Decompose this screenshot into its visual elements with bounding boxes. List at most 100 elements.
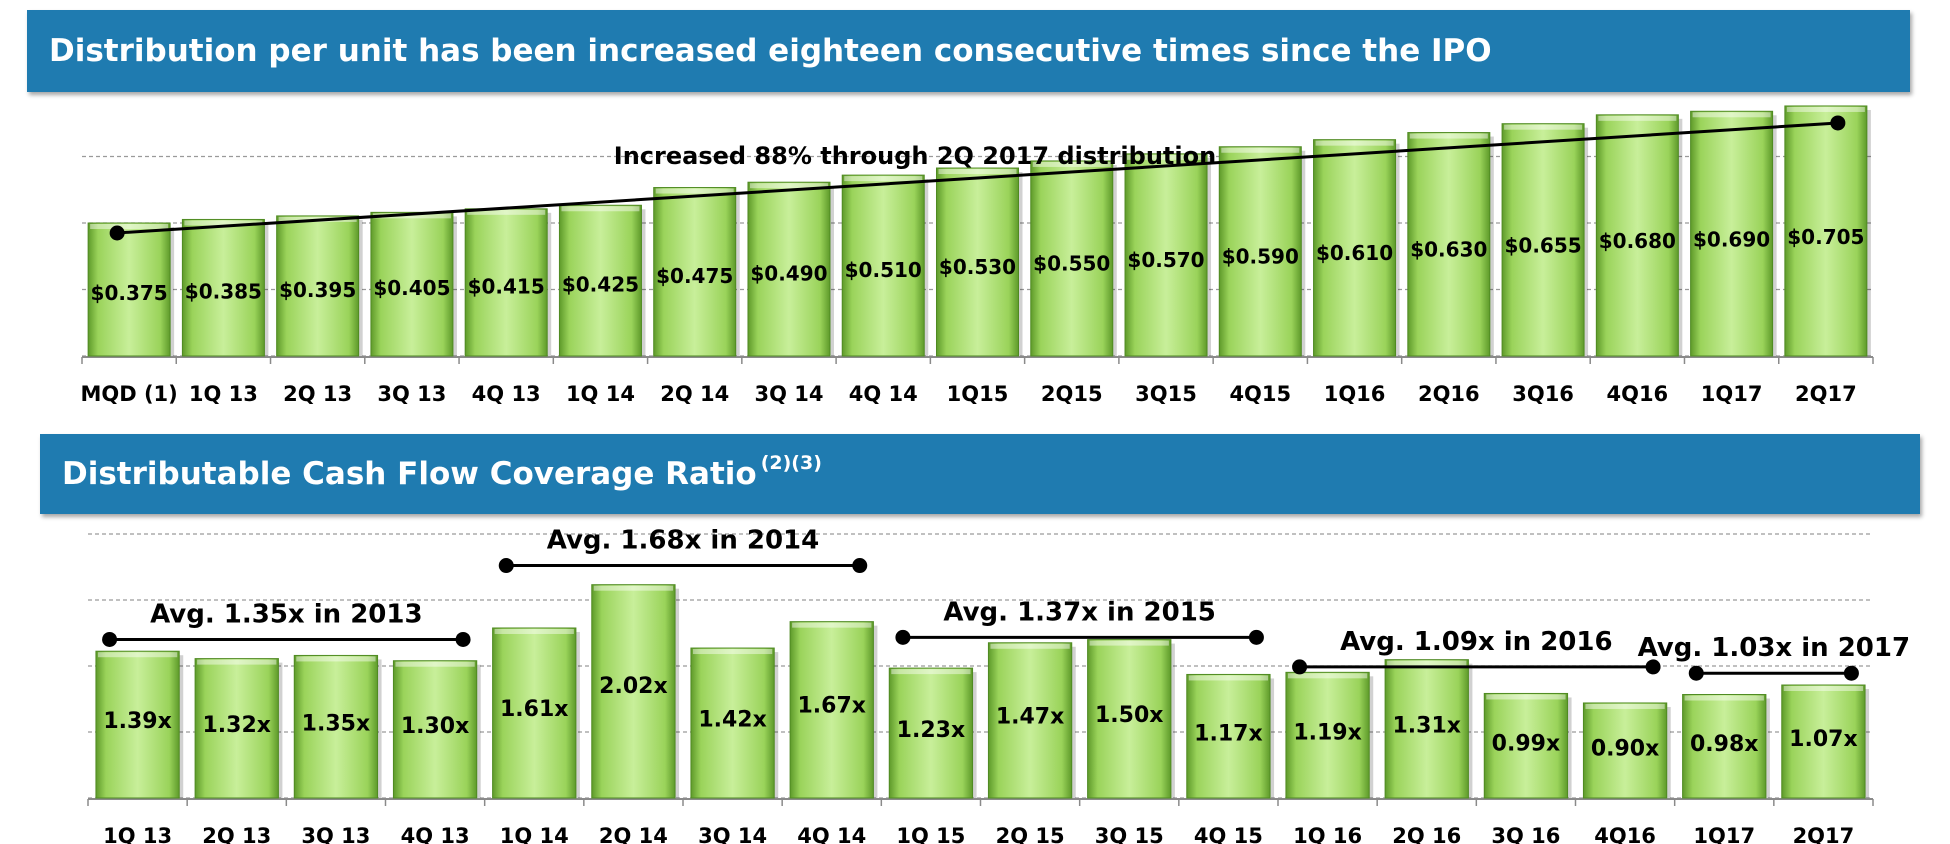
dist-tick-label: 1Q 14 bbox=[566, 382, 635, 406]
cov-bar-highlight bbox=[1089, 640, 1169, 646]
dist-bar-highlight bbox=[749, 183, 828, 189]
dist-bar-highlight bbox=[1315, 140, 1394, 146]
cov-avg-annotation: Avg. 1.03x in 2017 bbox=[1638, 633, 1911, 663]
cov-bar bbox=[888, 667, 974, 799]
dist-bar bbox=[276, 215, 360, 357]
dist-data-label: $0.490 bbox=[750, 262, 827, 286]
cov-bar-highlight bbox=[792, 622, 872, 628]
cov-data-label: 0.99x bbox=[1492, 732, 1560, 757]
dist-tick-label: 1Q15 bbox=[947, 382, 1009, 406]
distribution-banner: Distribution per unit has been increased… bbox=[27, 10, 1910, 92]
cov-tick-label: 1Q 14 bbox=[500, 824, 569, 844]
dist-bar-highlight bbox=[1221, 147, 1300, 153]
dist-data-label: $0.385 bbox=[185, 279, 262, 303]
dist-data-label: $0.690 bbox=[1693, 228, 1770, 252]
cov-data-label: 1.19x bbox=[1293, 720, 1361, 745]
dist-data-label: $0.705 bbox=[1787, 225, 1864, 249]
cov-bar-highlight bbox=[1783, 686, 1864, 692]
dist-bar bbox=[370, 211, 454, 357]
cov-tick-label: 2Q17 bbox=[1793, 824, 1855, 844]
dist-bar-highlight bbox=[90, 224, 169, 229]
cov-data-label: 1.23x bbox=[897, 718, 965, 743]
dist-bar bbox=[1784, 105, 1868, 357]
cov-bar bbox=[987, 642, 1073, 799]
dist-data-label: $0.630 bbox=[1410, 238, 1487, 262]
dist-tick-label: 4Q 13 bbox=[472, 382, 541, 406]
coverage-title-footnote: (2)(3) bbox=[760, 452, 822, 474]
cov-avg-annotation: Avg. 1.35x in 2013 bbox=[150, 599, 423, 629]
cov-avg-annotation: Avg. 1.68x in 2014 bbox=[547, 526, 820, 556]
dist-bar-highlight bbox=[1127, 154, 1206, 160]
cov-bar-highlight bbox=[1387, 660, 1467, 666]
dist-tick-label: 3Q 13 bbox=[377, 382, 446, 406]
dist-data-label: $0.510 bbox=[845, 258, 922, 282]
dist-bar-highlight bbox=[1409, 133, 1488, 139]
cov-bar bbox=[194, 658, 279, 799]
dist-data-label: $0.590 bbox=[1222, 245, 1299, 269]
cov-bar-highlight bbox=[494, 628, 574, 634]
cov-bar bbox=[789, 621, 874, 799]
cov-tick-label: 2Q 15 bbox=[996, 824, 1065, 844]
cov-data-label: 1.47x bbox=[996, 705, 1064, 730]
cov-avg-start-dot bbox=[498, 558, 514, 574]
cov-bar-highlight bbox=[97, 652, 178, 658]
cov-bar-highlight bbox=[1585, 703, 1665, 709]
dist-bar bbox=[747, 181, 831, 357]
cov-data-label: 1.17x bbox=[1194, 722, 1262, 747]
cov-data-label: 1.50x bbox=[1095, 703, 1163, 728]
cov-avg-end-dot bbox=[852, 558, 868, 574]
coverage-bar-chart: 1.39x 1Q 13 1.32x 2Q 13 1.35x 3Q 13 1.30x 4Q 13… bbox=[87, 526, 1911, 844]
cov-bar-highlight bbox=[990, 643, 1070, 649]
cov-tick-label: 1Q 15 bbox=[896, 824, 965, 844]
cov-bar-highlight bbox=[1486, 694, 1566, 700]
cov-tick-label: 2Q 14 bbox=[599, 824, 668, 844]
dist-bar bbox=[1407, 132, 1491, 357]
dist-bar-highlight bbox=[372, 213, 451, 219]
dist-bar-highlight bbox=[184, 220, 263, 226]
cov-data-label: 1.39x bbox=[103, 709, 171, 734]
dist-bar bbox=[1501, 123, 1585, 357]
cov-bar bbox=[1582, 702, 1668, 799]
cov-data-label: 1.42x bbox=[698, 708, 766, 733]
cov-bar-highlight bbox=[395, 661, 475, 667]
dist-trend-end-dot bbox=[1830, 115, 1846, 131]
cov-bar bbox=[1186, 673, 1271, 799]
dist-data-label: $0.475 bbox=[656, 264, 733, 288]
dist-trend-line bbox=[117, 121, 1838, 235]
distribution-bar-chart: $0.375 MQD (1) $0.385 1Q 13 $0.395 2Q 13 $0.40… bbox=[80, 105, 1874, 406]
cov-tick-label: 1Q17 bbox=[1693, 824, 1755, 844]
dist-tick-label: 2Q17 bbox=[1795, 382, 1857, 406]
coverage-title: Distributable Cash Flow Coverage Ratio (2… bbox=[62, 452, 822, 492]
coverage-title-text: Distributable Cash Flow Coverage Ratio bbox=[62, 456, 757, 492]
dist-data-label: $0.680 bbox=[1599, 229, 1676, 253]
cov-tick-label: 1Q 13 bbox=[103, 824, 172, 844]
cov-bar-highlight bbox=[197, 659, 277, 665]
cov-bar bbox=[293, 654, 379, 799]
dist-tick-label: 4Q16 bbox=[1606, 382, 1668, 406]
cov-bar bbox=[1483, 692, 1569, 799]
dist-bar bbox=[87, 222, 171, 357]
distribution-title-text: Distribution per unit has been increased… bbox=[49, 33, 1492, 69]
cov-bar bbox=[1087, 639, 1172, 799]
dist-tick-label: 3Q16 bbox=[1512, 382, 1574, 406]
dist-bar-highlight bbox=[1598, 115, 1677, 121]
cov-tick-label: 3Q 14 bbox=[698, 824, 767, 844]
dist-bar bbox=[1595, 114, 1679, 357]
dist-tick-label: 1Q 13 bbox=[189, 382, 258, 406]
cov-bar-highlight bbox=[1287, 673, 1368, 679]
dist-tick-label: 2Q 14 bbox=[660, 382, 729, 406]
dist-trend-annotation: Increased 88% through 2Q 2017 distributi… bbox=[614, 142, 1216, 170]
cov-bar bbox=[591, 584, 676, 799]
dist-tick-label: 1Q17 bbox=[1701, 382, 1763, 406]
dist-data-label: $0.395 bbox=[279, 278, 356, 302]
distribution-title: Distribution per unit has been increased… bbox=[49, 33, 1492, 69]
cov-tick-label: 3Q 15 bbox=[1095, 824, 1164, 844]
dist-bar bbox=[935, 167, 1020, 357]
dist-tick-label: 2Q 13 bbox=[283, 382, 352, 406]
dist-data-label: $0.425 bbox=[562, 273, 639, 297]
cov-bar-highlight bbox=[692, 649, 773, 655]
dist-bar bbox=[558, 204, 642, 357]
cov-tick-label: 4Q 14 bbox=[797, 824, 866, 844]
dist-tick-label: MQD (1) bbox=[80, 382, 177, 406]
dist-bar bbox=[1313, 139, 1397, 357]
